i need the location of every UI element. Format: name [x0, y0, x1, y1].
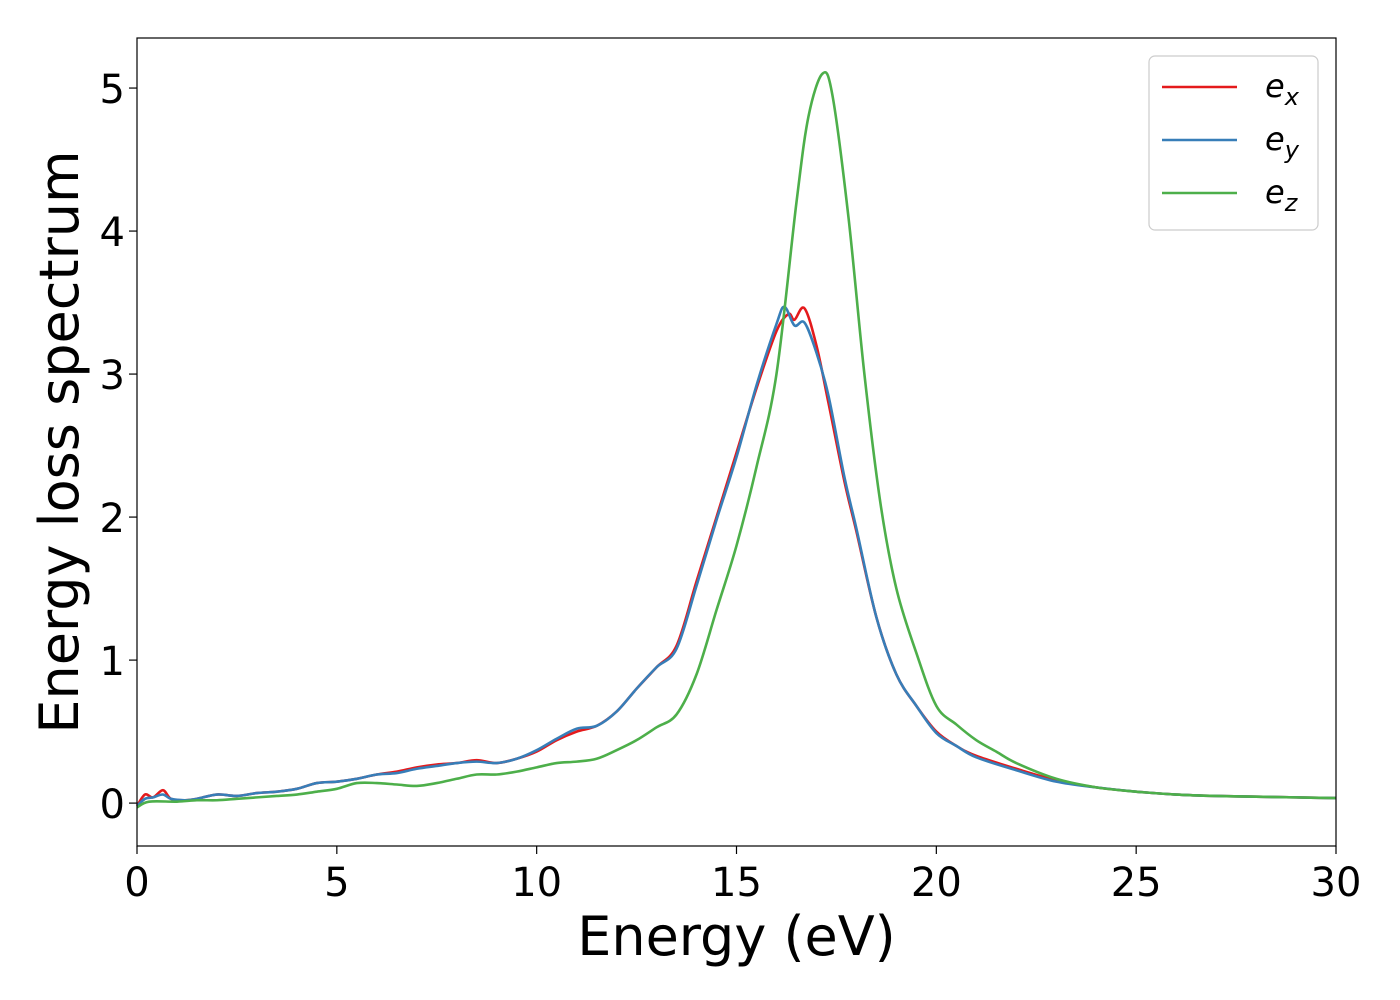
- y-tick-label: 4: [100, 210, 125, 256]
- x-tick-label: 15: [711, 860, 762, 906]
- series-line-e-y: [136, 305, 1337, 807]
- x-axis-label: Energy (eV): [577, 905, 896, 968]
- y-tick-label: 0: [100, 782, 125, 828]
- legend-label-subscript: x: [1284, 83, 1300, 111]
- y-tick-label: 3: [100, 353, 125, 399]
- y-tick-label: 2: [100, 496, 125, 542]
- series-group: [135, 70, 1337, 809]
- y-axis-ticks: 0 1 2 3 4 5: [100, 67, 137, 828]
- x-tick-label: 20: [911, 860, 962, 906]
- x-axis-ticks: 0 5 10 15 20 25 30: [124, 846, 1361, 906]
- y-tick-label: 5: [100, 67, 125, 113]
- series-line-e-z: [136, 70, 1337, 809]
- x-tick-label: 0: [124, 860, 149, 906]
- y-tick-label: 1: [100, 639, 125, 685]
- x-tick-label: 25: [1111, 860, 1162, 906]
- x-tick-label: 10: [511, 860, 562, 906]
- legend-box: [1148, 55, 1319, 231]
- legend-label-subscript: y: [1284, 136, 1300, 164]
- legend-label-subscript: z: [1284, 189, 1299, 217]
- plot-area: [137, 38, 1336, 846]
- x-tick-label: 30: [1311, 860, 1362, 906]
- y-axis-label: Energy loss spectrum: [28, 150, 91, 733]
- x-tick-label: 5: [324, 860, 349, 906]
